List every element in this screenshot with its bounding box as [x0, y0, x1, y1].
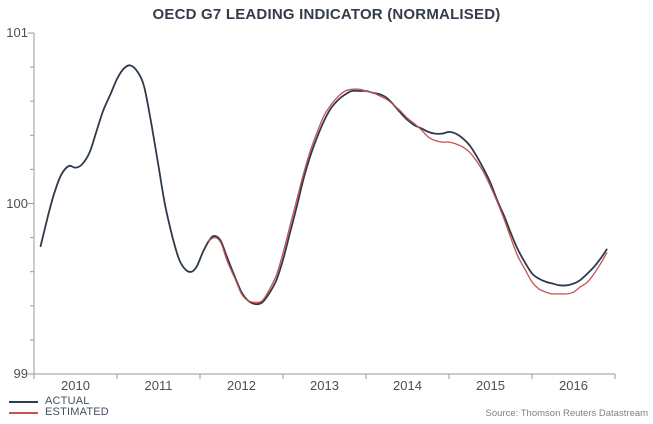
estimated-series-line	[207, 88, 608, 304]
x-axis-label: 2014	[393, 378, 422, 393]
legend-label-estimated: ESTIMATED	[45, 406, 109, 418]
actual-line-swatch	[9, 400, 38, 403]
x-axis-label: 2012	[227, 378, 256, 393]
source-note: Source: Thomson Reuters Datastream	[485, 408, 648, 419]
x-axis-label: 2010	[61, 378, 90, 393]
legend-item-actual: ACTUAL	[9, 396, 109, 407]
x-axis-label: 2011	[144, 378, 173, 393]
x-axis-label: 2013	[310, 378, 339, 393]
y-axis-label: 100	[6, 195, 28, 211]
estimated-line-swatch	[9, 411, 38, 414]
chart-title: OECD G7 LEADING INDICATOR (NORMALISED)	[152, 6, 501, 23]
y-axis-label: 101	[6, 25, 28, 40]
actual-series-line	[39, 64, 608, 306]
x-axis-label: 2015	[476, 378, 505, 393]
legend-label-actual: ACTUAL	[45, 395, 90, 407]
y-axis-label: 99	[13, 366, 28, 381]
legend-item-estimated: ESTIMATED	[9, 407, 109, 418]
x-axis-label: 2016	[559, 378, 588, 393]
legend: ACTUAL ESTIMATED	[9, 396, 109, 418]
